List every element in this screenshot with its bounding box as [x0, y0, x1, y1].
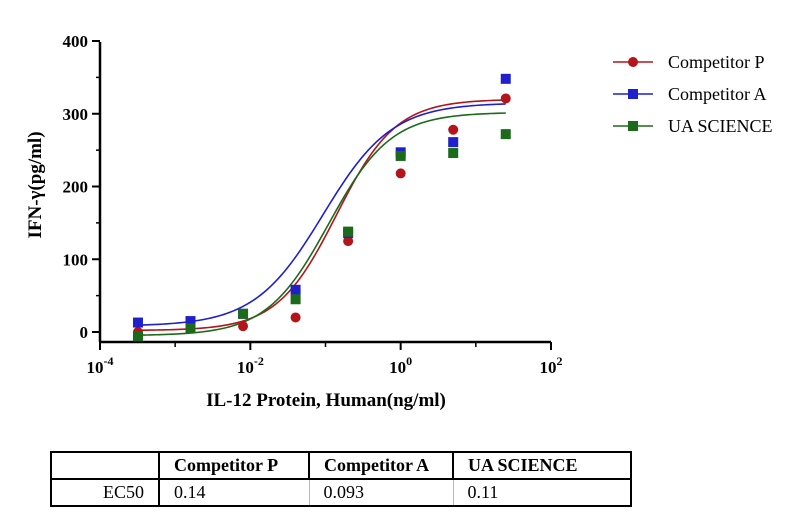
- data-point-series-2: [185, 323, 196, 334]
- x-tick-label: 102: [540, 354, 563, 377]
- ec50-table-corner-cell: [50, 451, 159, 480]
- ec50-header-competitor-p: Competitor P: [158, 451, 309, 480]
- data-point-series-1: [132, 317, 143, 328]
- data-point-series-2: [500, 129, 511, 140]
- data-point-series-0: [395, 168, 406, 179]
- x-ticks: 10-4 10-2 100 102: [87, 342, 563, 377]
- y-ticks: 0 100 200 300 400: [63, 32, 100, 342]
- data-point-series-2: [238, 308, 249, 319]
- y-axis-title: IFN-γ(pg/ml): [25, 131, 46, 238]
- data-points: [132, 73, 511, 342]
- dose-response-chart: 0 100 200 300 400 10-4 10-2 100 102 IL-12 Prote…: [25, 32, 773, 411]
- data-point-series-0: [500, 93, 511, 104]
- data-point-series-1: [185, 316, 196, 327]
- fit-curve-series-0: [137, 99, 506, 332]
- ec50-value-ua-science: 0.11: [452, 479, 632, 507]
- x-tick-label: 10-2: [237, 354, 264, 377]
- legend-label-ua-science: UA SCIENCE: [668, 116, 773, 136]
- data-point-series-2: [343, 226, 354, 237]
- data-point-series-2: [290, 294, 301, 305]
- legend-marker-competitor-a: [628, 89, 638, 99]
- legend: Competitor P Competitor A UA SCIENCE: [613, 52, 773, 136]
- legend-item-ua-science: UA SCIENCE: [613, 116, 773, 136]
- ec50-header-competitor-a: Competitor A: [308, 451, 453, 480]
- fit-curve-series-1: [137, 103, 506, 326]
- data-point-series-0: [238, 321, 249, 332]
- legend-marker-competitor-p: [628, 57, 638, 67]
- data-point-series-2: [132, 331, 143, 342]
- y-tick-label: 300: [63, 105, 89, 124]
- y-tick-label: 200: [63, 178, 89, 197]
- legend-label-competitor-a: Competitor A: [668, 84, 767, 104]
- x-tick-label: 100: [389, 354, 412, 377]
- fit-curve-series-2: [137, 112, 506, 336]
- ec50-header-ua-science: UA SCIENCE: [452, 451, 632, 480]
- data-point-series-1: [500, 73, 511, 84]
- x-tick-label: 10-4: [87, 354, 114, 377]
- ec50-row-label: EC50: [50, 479, 159, 507]
- legend-label-competitor-p: Competitor P: [668, 52, 765, 72]
- ec50-table: Competitor P Competitor A UA SCIENCE EC5…: [50, 451, 632, 507]
- ec50-value-competitor-p: 0.14: [158, 479, 309, 507]
- fit-curves: [137, 99, 506, 336]
- ec50-table-header-row: Competitor P Competitor A UA SCIENCE: [50, 451, 632, 480]
- data-point-series-2: [448, 148, 459, 159]
- data-point-series-0: [290, 312, 301, 323]
- legend-item-competitor-p: Competitor P: [613, 52, 765, 72]
- y-tick-label: 400: [63, 32, 89, 51]
- axes: [98, 42, 551, 344]
- y-tick-label: 100: [63, 250, 89, 269]
- data-point-series-0: [448, 124, 459, 135]
- y-tick-label: 0: [80, 323, 89, 342]
- data-point-series-1: [448, 137, 459, 148]
- data-point-series-0: [343, 236, 354, 247]
- ec50-table-value-row: EC50 0.14 0.093 0.11: [50, 479, 632, 507]
- ec50-value-competitor-a: 0.093: [308, 479, 453, 507]
- legend-item-competitor-a: Competitor A: [613, 84, 767, 104]
- x-axis-title: IL-12 Protein, Human(ng/ml): [206, 390, 446, 411]
- data-point-series-2: [395, 150, 406, 161]
- legend-marker-ua-science: [628, 121, 638, 131]
- data-point-series-1: [290, 284, 301, 295]
